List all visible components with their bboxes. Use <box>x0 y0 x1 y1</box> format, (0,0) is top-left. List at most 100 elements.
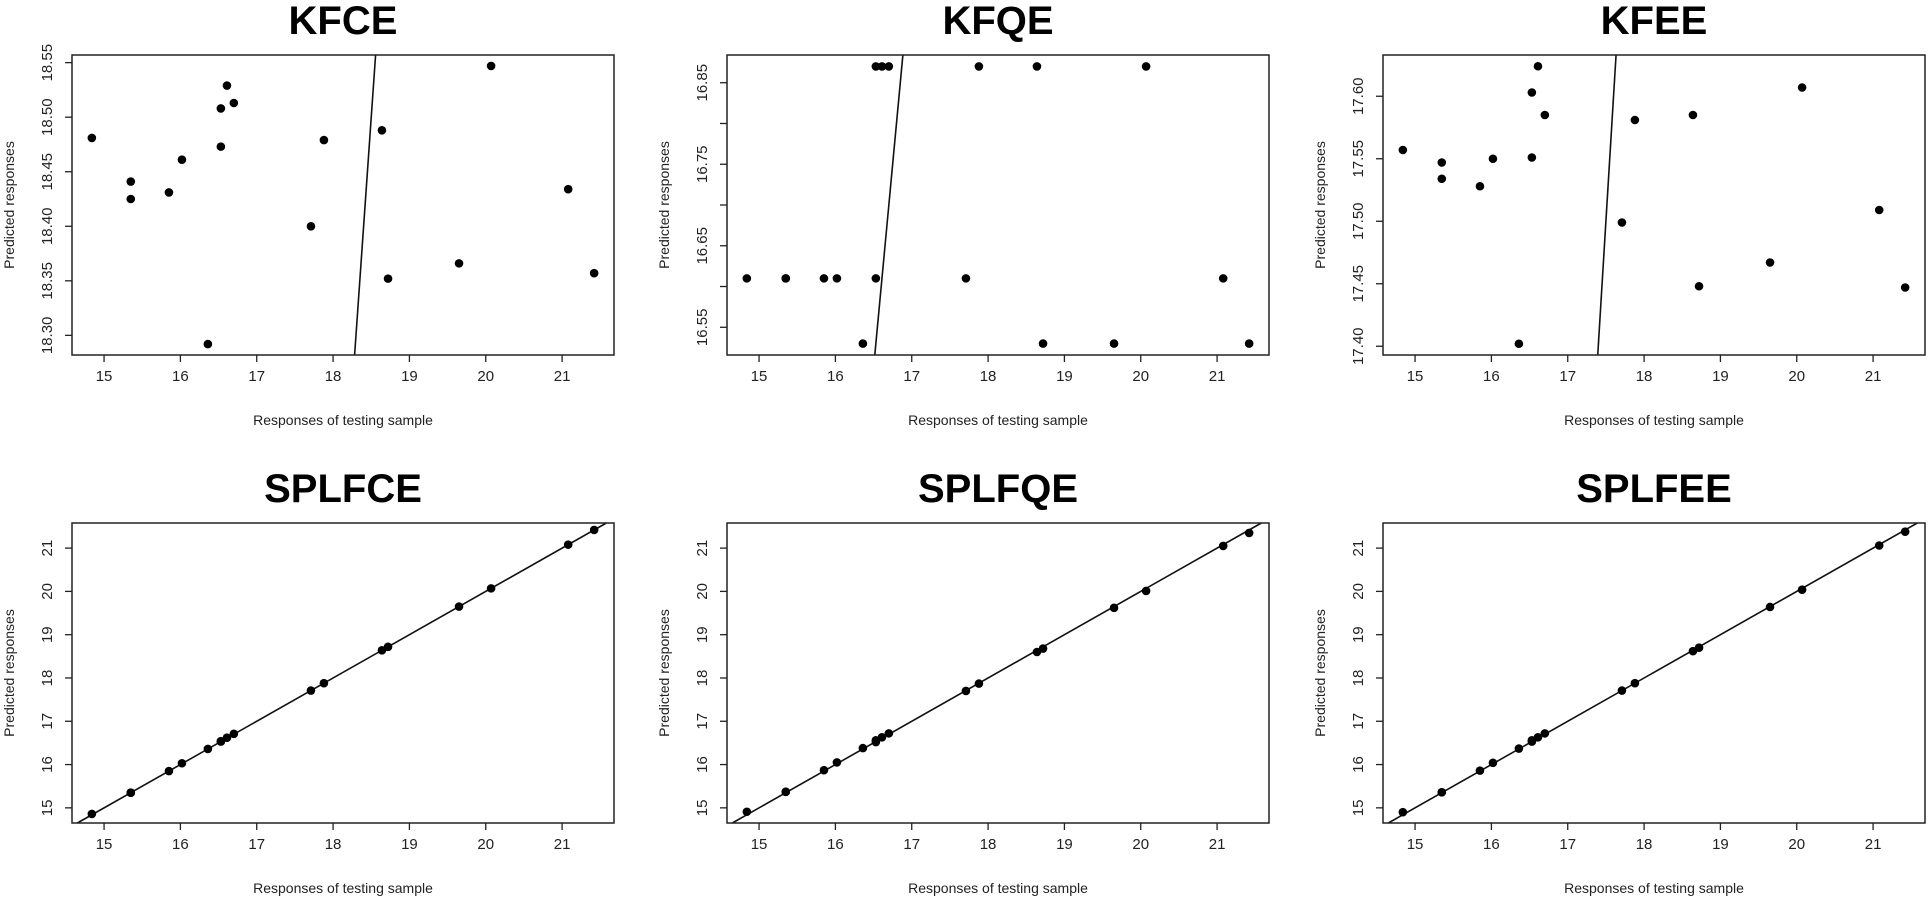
data-point <box>383 274 393 283</box>
data-point <box>377 125 387 135</box>
chart-title: KFCE <box>289 0 398 43</box>
data-point <box>454 602 464 611</box>
y-tick-label: 16 <box>39 756 56 773</box>
data-point <box>229 729 239 739</box>
panel-kfce: KFCE 15 16 17 18 19 20 21 18.30 18.35 18.40 18.45 18… <box>0 0 655 430</box>
data-point <box>589 525 599 535</box>
y-tick-label: 21 <box>694 540 711 557</box>
y-tick-label: 20 <box>694 583 711 600</box>
data-point <box>319 135 329 145</box>
data-point <box>126 788 136 797</box>
x-axis-label: Responses of testing sample <box>908 880 1088 896</box>
data-point <box>961 686 971 696</box>
y-tick-label: 15 <box>1350 800 1367 817</box>
y-axis-label: Predicted responses <box>1 609 17 737</box>
chart-title: SPLFQE <box>918 467 1078 511</box>
x-tick-label: 16 <box>1483 368 1500 385</box>
y-tick-label: 18.40 <box>39 207 56 245</box>
panel-kfee: KFEE 15 16 17 18 19 20 21 17.40 17.45 17.50 17.55 17… <box>1311 0 1930 430</box>
plot-frame <box>726 54 1270 356</box>
y-tick-label: 17.50 <box>1350 202 1367 240</box>
x-tick-label: 20 <box>1132 368 1149 385</box>
x-tick-label: 17 <box>903 368 920 385</box>
scatter-plot-kfqe: KFQE 15 16 17 18 19 20 21 16.55 16.65 16.75 16.85 Re… <box>656 0 1270 428</box>
y-tick-label: 17 <box>694 713 711 730</box>
y-tick-label: 18.50 <box>39 98 56 136</box>
data-point <box>222 733 232 743</box>
plot-frame <box>726 522 1270 824</box>
x-tick-label: 15 <box>751 368 768 385</box>
data-point <box>1437 158 1447 167</box>
x-tick-label: 15 <box>96 836 113 853</box>
data-point <box>961 274 971 283</box>
data-point <box>1244 528 1254 538</box>
x-tick-label: 19 <box>401 368 418 385</box>
x-tick-label: 20 <box>1132 836 1149 853</box>
data-point <box>1398 807 1408 817</box>
data-point <box>164 188 174 197</box>
x-tick-label: 21 <box>1865 836 1882 853</box>
x-tick-label: 21 <box>1209 836 1226 853</box>
data-point <box>1765 258 1775 267</box>
data-point <box>781 274 791 283</box>
reference-line-y-equals-x <box>873 54 904 356</box>
y-tick-label: 18 <box>694 670 711 687</box>
data-point <box>1527 88 1537 97</box>
data-point <box>1141 62 1151 71</box>
x-tick-label: 19 <box>1712 836 1729 853</box>
x-tick-label: 16 <box>172 368 189 385</box>
data-point <box>1218 274 1228 283</box>
data-point <box>164 766 174 776</box>
x-tick-label: 19 <box>1056 836 1073 853</box>
data-point <box>1540 729 1550 738</box>
x-tick-label: 18 <box>1636 368 1653 385</box>
chart-title: SPLFEE <box>1576 467 1732 511</box>
data-point <box>1488 154 1498 164</box>
data-point <box>1488 758 1498 768</box>
x-tick-label: 15 <box>751 836 768 853</box>
data-point <box>1437 174 1447 184</box>
y-axis-label: Predicted responses <box>1 141 17 269</box>
data-point <box>216 142 226 151</box>
data-point <box>203 744 213 754</box>
reference-line-y-equals-x <box>1387 522 1918 824</box>
data-point <box>203 339 213 349</box>
data-point <box>177 155 187 165</box>
y-tick-label: 16.75 <box>694 145 711 183</box>
data-point <box>832 274 842 283</box>
scatter-plot-kfce: KFCE 15 16 17 18 19 20 21 18.30 18.35 18.40 18.45 18… <box>1 0 615 428</box>
y-tick-label: 18.30 <box>39 317 56 355</box>
y-tick-label: 15 <box>39 800 56 817</box>
data-point <box>126 177 136 186</box>
scatter-plot-splfee: SPLFEE 15 16 17 18 19 20 21 15 16 17 18 19 20 21 Respon… <box>1312 467 1926 896</box>
x-tick-label: 20 <box>1788 368 1805 385</box>
panel-splfee: SPLFEE 15 16 17 18 19 20 21 15 16 17 18 19 20 21 Respon… <box>1311 467 1930 898</box>
x-tick-label: 18 <box>980 836 997 853</box>
data-point <box>126 194 136 204</box>
data-point <box>1630 678 1640 688</box>
data-point <box>563 184 573 194</box>
scatter-plot-splfce: SPLFCE 15 16 17 18 19 20 21 15 16 17 18 19 20 21 Respon… <box>1 467 615 896</box>
data-point <box>1109 339 1119 348</box>
x-tick-label: 18 <box>325 836 342 853</box>
data-point <box>589 268 599 278</box>
y-axis-label: Predicted responses <box>1312 609 1328 737</box>
x-tick-label: 21 <box>1865 368 1882 385</box>
y-tick-label: 17.40 <box>1350 327 1367 365</box>
y-tick-label: 16.65 <box>694 227 711 265</box>
data-point <box>1617 218 1627 227</box>
y-axis-label: Predicted responses <box>656 141 672 269</box>
data-point <box>87 133 97 143</box>
data-point <box>1109 603 1119 613</box>
data-point <box>1514 744 1524 753</box>
y-tick-label: 18.45 <box>39 153 56 191</box>
data-point <box>1527 153 1537 162</box>
panel-splfce: SPLFCE 15 16 17 18 19 20 21 15 16 17 18 19 20 21 Respon… <box>0 467 655 898</box>
y-tick-label: 16 <box>1350 756 1367 773</box>
x-tick-label: 19 <box>1712 368 1729 385</box>
data-point <box>87 809 97 819</box>
data-point <box>1032 62 1042 71</box>
x-tick-label: 17 <box>1559 368 1576 385</box>
x-tick-label: 15 <box>1407 836 1424 853</box>
